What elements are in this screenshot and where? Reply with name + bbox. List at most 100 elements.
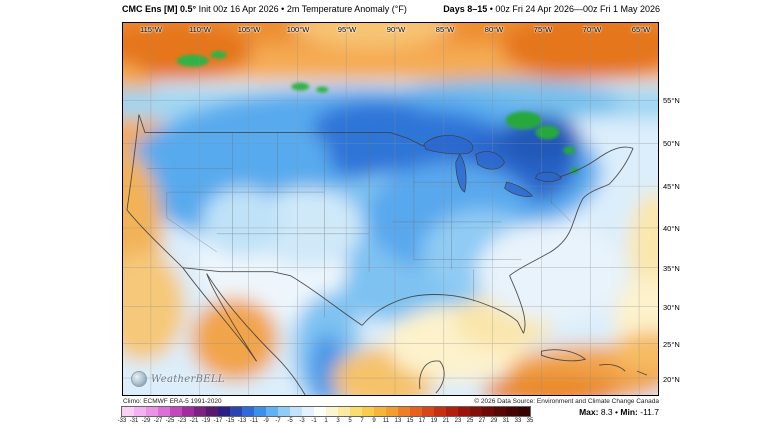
model-name: CMC Ens [M] 0.5° — [122, 4, 197, 14]
colorbar-tick-label: 25 — [466, 418, 474, 424]
colorbar-tick-label: -33 — [117, 418, 127, 424]
init-and-parameter: Init 00z 16 Apr 2026 • 2m Temperature An… — [198, 4, 407, 14]
min-label: Min: — [620, 407, 638, 417]
lat-label: 25°N — [663, 340, 680, 349]
colorbar-cell — [386, 407, 398, 416]
extreme-cold-pockets — [176, 50, 579, 174]
map-title: CMC Ens [M] 0.5° Init 00z 16 Apr 2026 • … — [122, 4, 407, 14]
lat-label: 35°N — [663, 264, 680, 273]
valid-dates: • 00z Fri 24 Apr 2026—00z Fri 1 May 2026 — [489, 4, 660, 14]
colorbar-cell — [134, 407, 146, 416]
colorbar-cell — [506, 407, 518, 416]
colorbar-cell — [242, 407, 254, 416]
lat-label: 40°N — [663, 224, 680, 233]
colorbar-cell — [494, 407, 506, 416]
valid-range: Days 8–15 • 00z Fri 24 Apr 2026—00z Fri … — [443, 4, 660, 14]
colorbar-tick-label: 19 — [430, 418, 438, 424]
colorbar-cell — [314, 407, 326, 416]
colorbar-cell — [518, 407, 530, 416]
colorbar-tick-label: -15 — [225, 418, 235, 424]
colorbar-cell — [362, 407, 374, 416]
great-lakes — [423, 135, 562, 197]
colorbar-tick-label: -29 — [141, 418, 151, 424]
colorbar-tick-label: -9 — [263, 418, 269, 424]
lat-label: 45°N — [663, 182, 680, 191]
anomaly-field — [123, 23, 658, 395]
colorbar — [121, 406, 531, 417]
colorbar-cell — [446, 407, 458, 416]
watermark-text: WeatherBELL — [151, 373, 225, 385]
colorbar-tick-label: -31 — [129, 418, 139, 424]
colorbar-tick-label: -25 — [165, 418, 175, 424]
colorbar-cell — [338, 407, 350, 416]
colorbar-cell — [290, 407, 302, 416]
colorbar-tick-label: -23 — [177, 418, 187, 424]
colorbar-tick-label: 21 — [442, 418, 450, 424]
max-value: 8.3 — [600, 407, 613, 417]
colorbar-tick-label: 3 — [336, 418, 340, 424]
colorbar-tick-label: 35 — [526, 418, 534, 424]
map-canvas: 115°W 110°W 105°W 100°W 95°W 90°W 85°W 80°W 75°W… — [122, 22, 659, 396]
graticule — [123, 23, 658, 395]
colorbar-cell — [122, 407, 134, 416]
colorbar-tick-label: -11 — [249, 418, 259, 424]
colorbar-cell — [194, 407, 206, 416]
colorbar-ticks: -33 -31 -29 -27 -25 -23 -21 -19 -17 -15 -13 -11 -9 -7… — [118, 418, 534, 426]
colorbar-cell — [182, 407, 194, 416]
colorbar-cell — [482, 407, 494, 416]
colorbar-cell — [458, 407, 470, 416]
colorbar-tick-label: 11 — [382, 418, 390, 424]
colorbar-cell — [218, 407, 230, 416]
colorbar-cell — [410, 407, 422, 416]
colorbar-cell — [350, 407, 362, 416]
colorbar-tick-label: -7 — [275, 418, 281, 424]
maxmin-separator: • — [615, 407, 619, 417]
colorbar-tick-label: -27 — [153, 418, 163, 424]
colorbar-tick-label: 13 — [394, 418, 402, 424]
watermark: WeatherBELL — [131, 371, 225, 387]
colorbar-tick-label: 33 — [514, 418, 522, 424]
colorbar-tick-label: 31 — [502, 418, 510, 424]
colorbar-cell — [254, 407, 266, 416]
colorbar-tick-label: -21 — [189, 418, 199, 424]
weatherbell-logo-icon — [131, 371, 147, 387]
forecast-days: Days 8–15 — [443, 4, 488, 14]
lat-label: 50°N — [663, 139, 680, 148]
colorbar-tick-label: 29 — [490, 418, 498, 424]
colorbar-tick-label: 7 — [360, 418, 364, 424]
lat-label: 55°N — [663, 96, 680, 105]
colorbar-cell — [158, 407, 170, 416]
colorbar-tick-label: 27 — [478, 418, 486, 424]
colorbar-tick-label: -19 — [201, 418, 211, 424]
colorbar-tick-label: 17 — [418, 418, 426, 424]
colorbar-tick-label: 23 — [454, 418, 462, 424]
colorbar-cell — [470, 407, 482, 416]
colorbar-tick-label: -3 — [299, 418, 305, 424]
colorbar-cell — [230, 407, 242, 416]
lat-label: 30°N — [663, 303, 680, 312]
climo-note: Climo: ECMWF ERA-5 1991-2020 — [123, 398, 222, 405]
state-boundaries — [146, 132, 572, 318]
colorbar-cell — [170, 407, 182, 416]
colorbar-cell — [326, 407, 338, 416]
colorbar-tick-label: -13 — [237, 418, 247, 424]
colorbar-cell — [302, 407, 314, 416]
lat-label: 20°N — [663, 375, 680, 384]
colorbar-cell — [434, 407, 446, 416]
max-label: Max: — [579, 407, 599, 417]
max-min-readout: Max: 8.3 • Min: -11.7 — [579, 407, 659, 417]
colorbar-tick-label: 9 — [372, 418, 376, 424]
colorbar-cell — [206, 407, 218, 416]
colorbar-cell — [422, 407, 434, 416]
colorbar-cell — [278, 407, 290, 416]
colorbar-tick-label: 5 — [348, 418, 352, 424]
header: CMC Ens [M] 0.5° Init 00z 16 Apr 2026 • … — [122, 4, 660, 14]
colorbar-cell — [146, 407, 158, 416]
colorbar-cell — [398, 407, 410, 416]
colorbar-tick-label: -1 — [311, 418, 317, 424]
colorbar-cell — [374, 407, 386, 416]
colorbar-tick-label: -5 — [287, 418, 293, 424]
colorbar-tick-label: 15 — [406, 418, 414, 424]
colorbar-tick-label: 1 — [324, 418, 328, 424]
min-value: -11.7 — [640, 407, 659, 417]
